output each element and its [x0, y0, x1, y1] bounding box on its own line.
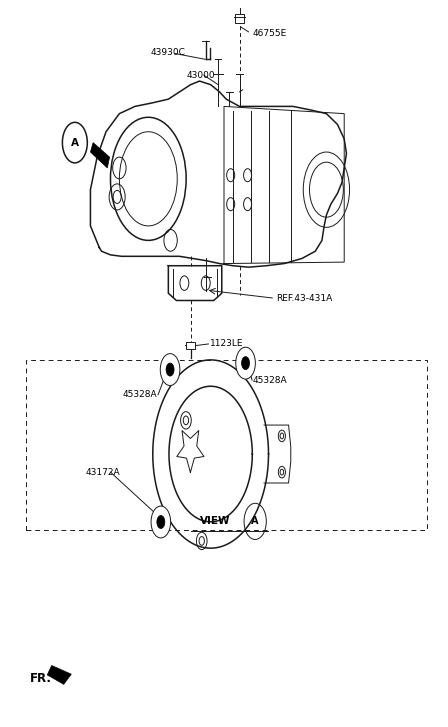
- Text: 45328A: 45328A: [123, 390, 157, 399]
- Text: 45328A: 45328A: [253, 376, 288, 385]
- Circle shape: [241, 357, 250, 369]
- Polygon shape: [186, 342, 195, 349]
- Polygon shape: [90, 142, 110, 168]
- Text: VIEW: VIEW: [200, 516, 230, 526]
- Circle shape: [236, 348, 255, 379]
- Text: 43000: 43000: [186, 71, 215, 80]
- Polygon shape: [235, 14, 245, 23]
- Text: A: A: [71, 137, 79, 148]
- Text: 46755E: 46755E: [253, 30, 287, 39]
- Polygon shape: [47, 665, 71, 684]
- Circle shape: [166, 363, 174, 376]
- Text: A: A: [251, 516, 259, 526]
- Text: 43930C: 43930C: [151, 47, 185, 57]
- Text: 1123LE: 1123LE: [210, 340, 243, 348]
- Circle shape: [151, 506, 171, 538]
- Circle shape: [160, 353, 180, 385]
- Circle shape: [157, 515, 165, 529]
- Text: FR.: FR.: [30, 672, 52, 685]
- Text: 43172A: 43172A: [86, 467, 121, 477]
- Text: REF.43-431A: REF.43-431A: [276, 294, 333, 303]
